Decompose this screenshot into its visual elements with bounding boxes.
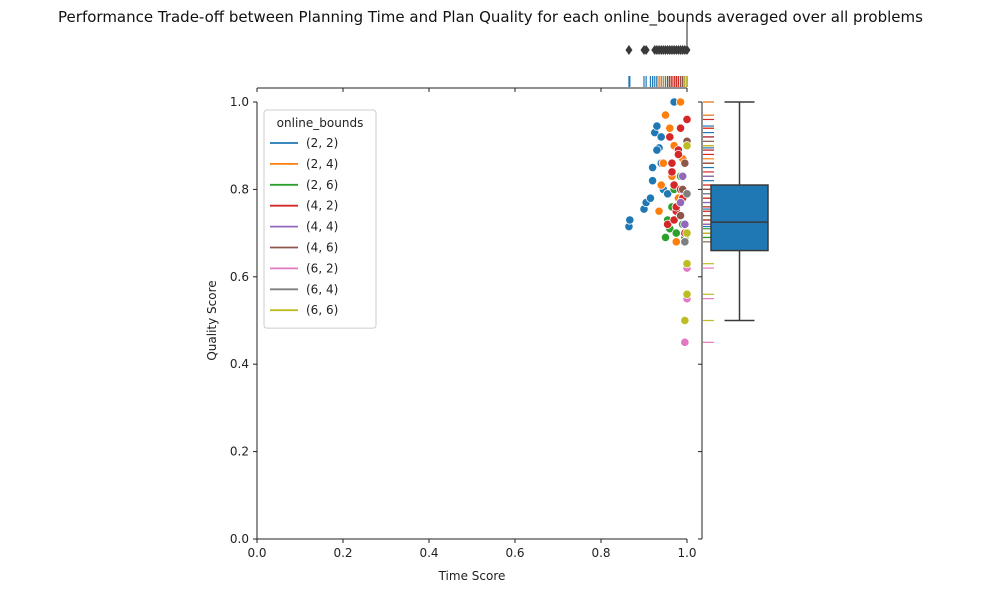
scatter-point	[682, 189, 692, 199]
legend-label: (4, 4)	[306, 220, 338, 234]
scatter-point	[680, 315, 690, 326]
legend-label: (4, 2)	[306, 199, 338, 213]
legend-label: (4, 6)	[306, 241, 338, 255]
scatter-point	[682, 259, 692, 269]
scatter-point	[663, 219, 673, 229]
scatter-point	[667, 158, 677, 168]
box-body	[710, 184, 769, 252]
x-tick-label: 0.2	[333, 546, 352, 560]
scatter-point	[660, 232, 671, 243]
x-tick-label: 0.6	[505, 546, 524, 560]
scatter-point	[663, 189, 673, 199]
y-tick-label: 0.4	[230, 357, 249, 371]
y-tick-label: 0.0	[230, 532, 249, 546]
legend-label: (2, 2)	[306, 136, 338, 150]
x-tick-label: 0.4	[419, 546, 438, 560]
outlier-marker	[683, 45, 691, 55]
scatter-point	[647, 176, 658, 186]
y-tick-label: 0.6	[230, 270, 249, 284]
scatter-point	[660, 110, 671, 120]
x-tick-label: 0.8	[591, 546, 610, 560]
legend-label: (2, 6)	[306, 178, 338, 192]
scatter-point	[652, 121, 662, 131]
y-tick-label: 1.0	[230, 95, 249, 109]
scatter-point	[665, 123, 675, 133]
scatter-point	[678, 171, 688, 181]
x-axis-label: Time Score	[438, 569, 506, 583]
outlier-marker	[625, 45, 633, 55]
scatter-point	[667, 167, 677, 177]
scatter-point	[645, 193, 656, 203]
scatter-point	[682, 141, 692, 151]
scatter-point	[682, 289, 692, 299]
scatter-point	[658, 158, 668, 168]
legend-label: (6, 2)	[306, 261, 338, 275]
scatter-point	[654, 206, 664, 216]
outlier-marker	[642, 45, 650, 55]
scatter-point	[682, 228, 692, 238]
legend-label: (6, 4)	[306, 282, 338, 296]
y-axis-label: Quality Score	[205, 280, 219, 360]
y-tick-label: 0.2	[230, 445, 249, 459]
scatter-point	[682, 114, 692, 125]
legend-title: online_bounds	[277, 116, 364, 130]
scatter-point	[665, 132, 675, 142]
scatter-point	[675, 211, 686, 221]
scatter-point	[680, 237, 690, 247]
scatter-point	[625, 215, 635, 225]
legend-label: (6, 6)	[306, 303, 338, 317]
scatter-point	[652, 145, 662, 155]
scatter-point	[671, 228, 681, 238]
scatter-point	[675, 197, 686, 208]
scatter-point	[673, 149, 684, 160]
scatter-point	[669, 180, 679, 190]
y-tick-label: 0.8	[230, 182, 249, 196]
scatter-point	[675, 97, 686, 107]
scatter-point	[669, 215, 679, 225]
chart-title: Performance Trade-off between Planning T…	[58, 8, 923, 26]
legend-label: (2, 4)	[306, 157, 338, 171]
scatter-point	[647, 162, 658, 173]
scatter-point	[680, 158, 690, 168]
x-tick-label: 0.0	[247, 546, 266, 560]
scatter-point	[680, 337, 690, 347]
scatter-point	[656, 132, 666, 142]
scatter-point	[671, 237, 681, 247]
scatter-point	[680, 219, 690, 229]
x-tick-label: 1.0	[677, 546, 696, 560]
scatter-point	[675, 123, 686, 133]
scatter-point	[656, 180, 666, 190]
